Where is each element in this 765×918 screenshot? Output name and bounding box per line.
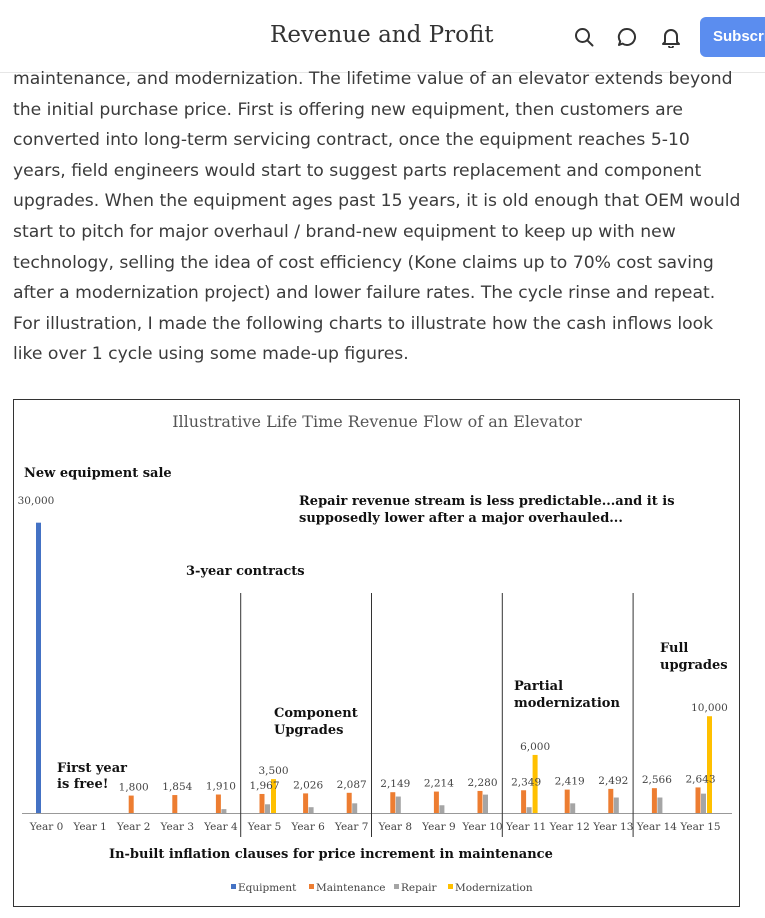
- bar-repair-year-14: [657, 797, 663, 813]
- legend-swatch-modernization: [448, 884, 453, 889]
- x-tick-label: Year 13: [592, 821, 633, 833]
- bar-equipment-year-0: [36, 522, 41, 813]
- data-label-maintenance: 2,214: [424, 778, 454, 790]
- bell-icon[interactable]: [660, 26, 682, 48]
- data-label-maintenance: 2,566: [642, 774, 672, 786]
- bar-modernization-year-15: [707, 716, 712, 813]
- bar-repair-year-6: [308, 807, 314, 813]
- data-label-maintenance: 1,967: [249, 780, 279, 792]
- annotation-full-2: upgrades: [660, 658, 728, 673]
- data-label-modernization: 10,000: [691, 702, 728, 714]
- bar-maintenance-year-8: [390, 792, 396, 813]
- top-bar: Revenue and Profit Subscrib: [0, 0, 765, 73]
- data-label-modernization: 3,500: [258, 765, 288, 777]
- bar-repair-year-12: [570, 803, 576, 813]
- data-label-modernization: 6,000: [520, 741, 550, 753]
- x-tick-label: Year 6: [290, 821, 325, 833]
- data-label-maintenance: 2,643: [685, 773, 715, 785]
- bar-maintenance-year-12: [564, 789, 570, 813]
- article-paragraph: maintenance, and modernization. The life…: [13, 69, 741, 365]
- subscribe-button[interactable]: Subscrib: [700, 17, 765, 57]
- bar-maintenance-year-11: [521, 790, 527, 813]
- comment-icon[interactable]: [616, 26, 638, 48]
- bar-maintenance-year-3: [172, 795, 178, 813]
- data-label-maintenance: 2,087: [337, 779, 367, 791]
- annotation-new-equipment: New equipment sale: [24, 466, 172, 481]
- x-tick-label: Year 14: [636, 821, 678, 833]
- bar-modernization-year-11: [532, 754, 538, 813]
- bar-maintenance-year-14: [651, 788, 657, 813]
- data-label-maintenance: 1,854: [162, 781, 192, 793]
- annotation-component-1: Component: [274, 706, 358, 721]
- data-label-maintenance: 1,910: [206, 781, 236, 793]
- chart-title: Illustrative Life Time Revenue Flow of a…: [172, 412, 582, 431]
- x-tick-label: Year 0: [29, 821, 64, 833]
- bar-maintenance-year-2: [128, 795, 134, 813]
- data-label-maintenance: 1,800: [119, 782, 149, 794]
- bar-maintenance-year-5: [259, 793, 265, 813]
- bar-repair-year-10: [483, 794, 488, 813]
- legend-swatch-equipment: [231, 884, 236, 889]
- x-tick-label: Year 1: [72, 821, 107, 833]
- x-tick-label: Year 3: [160, 821, 195, 833]
- x-tick-label: Year 7: [334, 821, 369, 833]
- x-tick-label: Year 12: [549, 821, 590, 833]
- publication-title[interactable]: Revenue and Profit: [270, 22, 494, 48]
- data-label-maintenance: 2,280: [467, 777, 497, 789]
- annotation-inflation: In-built inflation clauses for price inc…: [109, 847, 553, 862]
- x-tick-label: Year 11: [505, 821, 546, 833]
- annotation-first-year-2: is free!: [57, 777, 108, 792]
- x-tick-label: Year 9: [421, 821, 456, 833]
- x-tick-label: Year 8: [378, 821, 413, 833]
- data-label-maintenance: 2,492: [598, 775, 628, 787]
- search-icon[interactable]: [573, 26, 595, 48]
- annotation-first-year-1: First year: [57, 761, 127, 776]
- article-body: maintenance, and modernization. The life…: [13, 64, 743, 370]
- annotation-component-2: Upgrades: [274, 723, 343, 738]
- bar-repair-year-7: [352, 803, 358, 813]
- legend-swatch-repair: [394, 884, 399, 889]
- x-tick-label: Year 15: [679, 821, 720, 833]
- annotation-contracts: 3-year contracts: [186, 564, 305, 579]
- annotation-full-1: Full: [660, 641, 688, 656]
- bar-repair-year-9: [439, 805, 445, 813]
- bar-maintenance-year-10: [477, 790, 483, 813]
- bar-repair-year-11: [526, 807, 532, 813]
- data-label-maintenance: 2,349: [511, 776, 541, 788]
- legend-label-equipment: Equipment: [238, 882, 297, 894]
- bar-repair-year-5: [265, 804, 270, 813]
- annotation-partial-2: modernization: [514, 696, 620, 711]
- annotation-repair-1: Repair revenue stream is less predictabl…: [299, 494, 675, 509]
- bar-maintenance-year-6: [303, 793, 309, 813]
- bar-maintenance-year-9: [433, 791, 439, 813]
- x-tick-label: Year 10: [461, 821, 502, 833]
- annotation-partial-1: Partial: [514, 679, 563, 694]
- chart-svg: Illustrative Life Time Revenue Flow of a…: [18, 412, 732, 894]
- chart-plot-area: Year 0 Year 1 Year 2 Year 3 Year 4 Year 5 Year…: [18, 495, 732, 837]
- bar-repair-year-8: [395, 796, 401, 813]
- bar-maintenance-year-7: [346, 792, 352, 813]
- bar-repair-year-13: [613, 797, 619, 813]
- annotation-repair-2: supposedly lower after a major overhaule…: [299, 511, 623, 526]
- legend-label-modernization: Modernization: [455, 882, 533, 894]
- bar-modernization-year-5: [271, 779, 276, 813]
- data-label-equipment: 30,000: [18, 495, 55, 507]
- bar-repair-year-4: [221, 809, 227, 813]
- data-label-maintenance: 2,026: [293, 779, 323, 791]
- bar-maintenance-year-13: [608, 788, 614, 813]
- legend-label-maintenance: Maintenance: [316, 882, 385, 894]
- bar-repair-year-15: [701, 793, 706, 813]
- x-tick-label: Year 5: [247, 821, 282, 833]
- bar-maintenance-year-15: [695, 787, 701, 813]
- legend-label-repair: Repair: [401, 882, 437, 894]
- x-tick-label: Year 2: [116, 821, 151, 833]
- legend-swatch-maintenance: [309, 884, 314, 889]
- revenue-chart: Illustrative Life Time Revenue Flow of a…: [13, 399, 740, 907]
- data-label-maintenance: 2,149: [380, 778, 410, 790]
- chart-legend: Equipment Maintenance Repair Modernization: [231, 882, 533, 894]
- bar-maintenance-year-4: [215, 794, 221, 813]
- data-label-maintenance: 2,419: [555, 776, 585, 788]
- x-tick-label: Year 4: [203, 821, 238, 833]
